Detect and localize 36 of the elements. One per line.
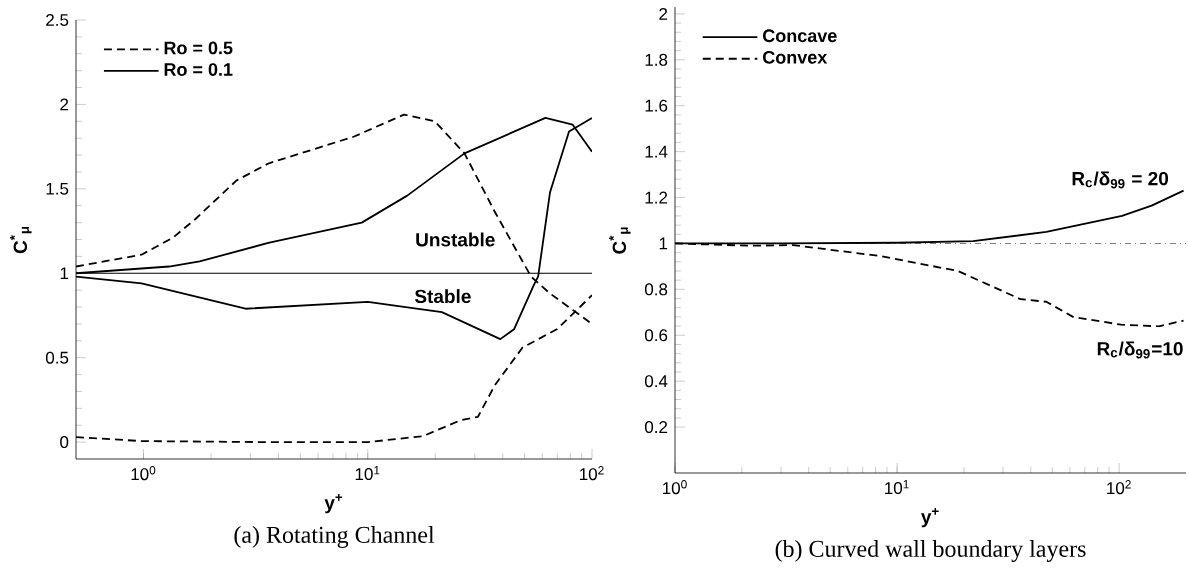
y-axis-title: C$^{*}$μ [609,227,631,254]
x-tick-label: 10$^{2}$ [1107,480,1131,495]
x-axis-title: y$^{+}$ [324,493,343,514]
y-tick-label: 2.5 [46,14,69,27]
y-tick-label: 1.2 [645,191,668,204]
x-tick-label: 10$^{0}$ [663,480,687,495]
y-tick-label: 1.6 [645,99,668,112]
y-tick-label: 0.5 [45,351,69,364]
y-tick-label: 0.6 [644,329,668,342]
y-tick-label: 1 [60,267,69,280]
y-tick-label: 0.2 [644,421,668,434]
text: (b) Curved wall boundary layers [775,540,1086,562]
y-tick-label: 2 [659,7,668,20]
y-tick-label: 0.8 [644,283,668,296]
legend-label: Ro = 0.5 [164,41,233,55]
y-tick-label: 1.4 [645,145,668,158]
x-tick-label: 10$^{2}$ [580,466,604,481]
annotation: Stable [414,289,471,304]
annotation: R$_{c}$/δ$_{99}$ = 20 [1072,171,1169,189]
legend-label: Ro = 0.1 [164,63,233,76]
legend-label: Convex [763,50,828,64]
annotation: Unstable [416,232,495,247]
y-tick-label: 1 [659,237,668,250]
y-tick-label: 0.4 [644,375,668,388]
x-tick-label: 10$^{1}$ [355,466,380,481]
x-tick-label: 10$^{1}$ [885,480,909,495]
y-axis-title: C$^{*}$μ [10,226,32,254]
y-tick-label: 1.8 [645,53,668,66]
y-tick-label: 2 [60,98,69,111]
y-tick-label: 1.5 [46,182,69,195]
x-axis-title: y$^{+}$ [921,507,939,528]
annotation: R$_{c}$/δ$_{99}$=10 [1097,341,1183,359]
text: (a) Rotating Channel [234,526,435,548]
legend-label: Concave [763,29,837,43]
y-tick-label: 0 [60,436,69,449]
x-tick-label: 10$^{0}$ [131,466,156,481]
